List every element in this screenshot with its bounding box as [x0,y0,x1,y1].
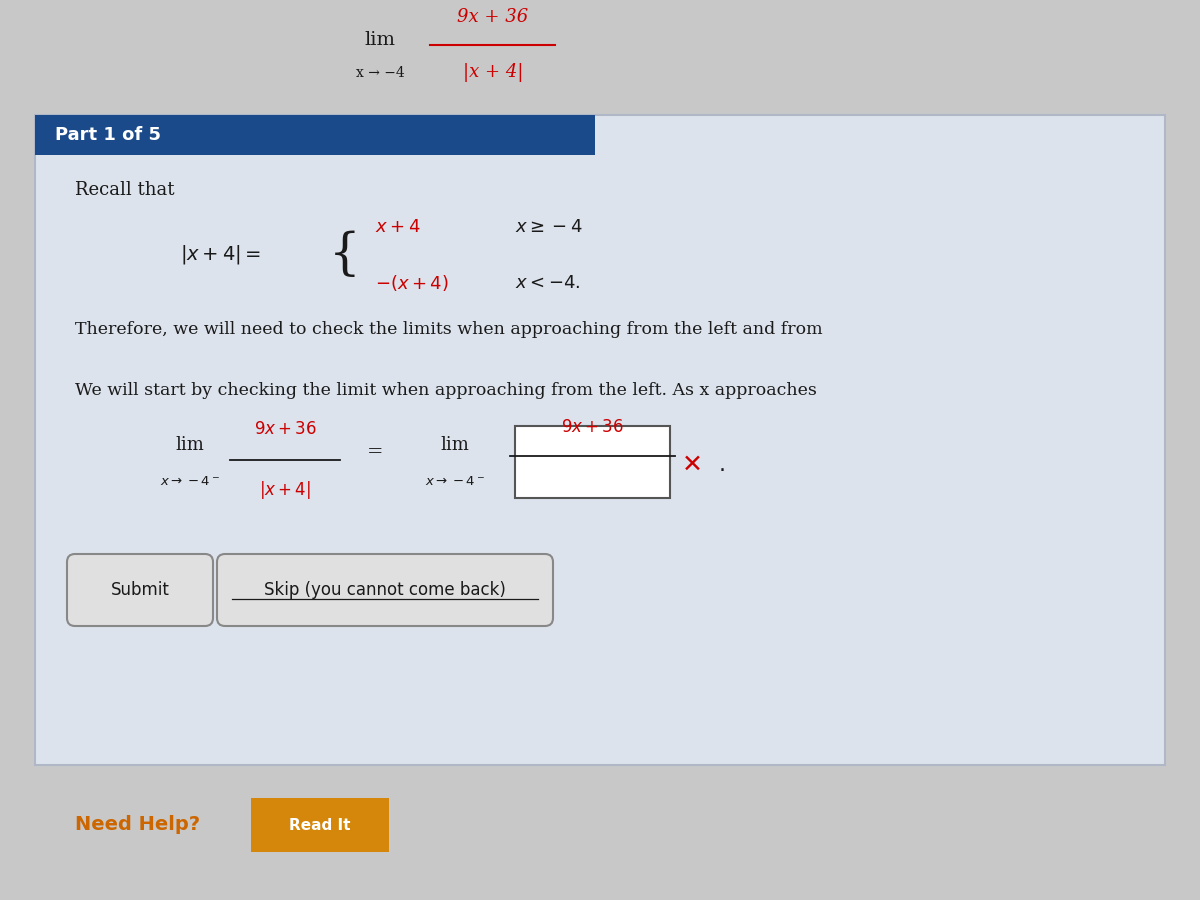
FancyBboxPatch shape [35,115,1165,765]
Text: $x \rightarrow -4^-$: $x \rightarrow -4^-$ [160,475,220,489]
Text: Therefore, we will need to check the limits when approaching from the left and f: Therefore, we will need to check the lim… [74,321,823,338]
Text: Read It: Read It [289,817,350,833]
Text: $|x + 4| =$: $|x + 4| =$ [180,244,262,266]
FancyBboxPatch shape [35,115,595,155]
Text: Skip (you cannot come back): Skip (you cannot come back) [264,581,506,599]
Text: Part 1 of 5: Part 1 of 5 [55,126,161,144]
Text: x → −4: x → −4 [355,66,404,80]
Text: ✕: ✕ [682,453,702,477]
Text: Recall that: Recall that [74,181,174,199]
Text: We will start by checking the limit when approaching from the left. As x approac: We will start by checking the limit when… [74,382,817,399]
Text: $-(x + 4)$: $-(x + 4)$ [374,273,449,293]
Text: {: { [329,230,361,280]
Text: lim: lim [365,31,396,49]
Text: $x + 4$: $x + 4$ [374,218,421,236]
Text: $9x + 36$: $9x + 36$ [562,419,624,436]
Text: =: = [367,443,383,461]
Text: $x \geq -4$: $x \geq -4$ [515,218,583,236]
FancyBboxPatch shape [251,798,389,852]
Text: lim: lim [175,436,204,454]
Text: .: . [719,455,726,475]
Text: $x \rightarrow -4^-$: $x \rightarrow -4^-$ [425,475,485,489]
Text: $9x + 36$: $9x + 36$ [253,421,317,438]
Text: Submit: Submit [110,581,169,599]
Text: Need Help?: Need Help? [74,815,200,834]
FancyBboxPatch shape [67,554,214,626]
Text: $|x + 4|$: $|x + 4|$ [259,479,311,501]
Text: lim: lim [440,436,469,454]
Text: |x + 4|: |x + 4| [463,64,523,83]
FancyBboxPatch shape [515,426,670,498]
Text: $x < -4.$: $x < -4.$ [515,274,581,292]
Text: 9x + 36: 9x + 36 [457,8,529,26]
FancyBboxPatch shape [217,554,553,626]
